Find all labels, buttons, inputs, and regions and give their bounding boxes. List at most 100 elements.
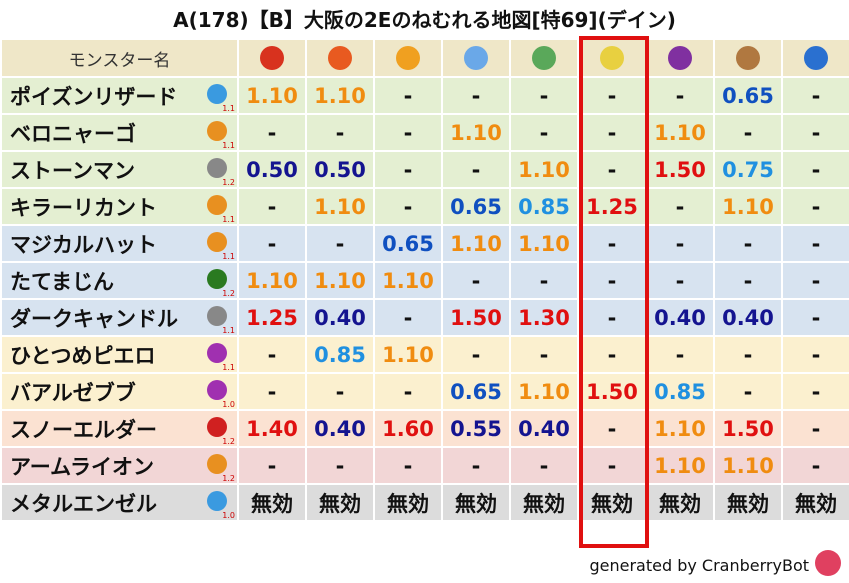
monster-name: ダークキャンドル 1.1	[0, 298, 239, 337]
scale-label: 1.2	[222, 474, 235, 483]
monster-name: バアルゼブブ 1.0	[0, 372, 239, 411]
header-row: モンスター名	[0, 38, 849, 78]
resist-cell: 1.10	[237, 76, 307, 115]
resist-cell: 0.40	[305, 409, 375, 448]
element-header	[645, 38, 715, 78]
resist-cell: -	[645, 335, 715, 374]
monster-name: メタルエンゼル 1.0	[0, 483, 239, 522]
resist-cell: -	[509, 446, 579, 485]
name-text: ストーンマン	[10, 158, 135, 183]
resist-cell: -	[373, 150, 443, 189]
element-header	[441, 38, 511, 78]
resist-cell: -	[781, 76, 849, 115]
row: メタルエンゼル 1.0 無効 無効 無効 無効 無効 無効 無効 無効 無効	[0, 483, 849, 522]
resist-cell: 1.25	[577, 187, 647, 226]
monster-icon	[207, 454, 227, 474]
scale-label: 1.1	[222, 363, 235, 372]
resist-cell: 0.50	[237, 150, 307, 189]
resist-cell: 1.60	[373, 409, 443, 448]
resist-cell: -	[373, 113, 443, 152]
resist-cell: 0.85	[645, 372, 715, 411]
resist-cell: 無効	[509, 483, 579, 522]
resist-cell: -	[441, 335, 511, 374]
scale-label: 1.1	[222, 252, 235, 261]
name-text: ダークキャンドル	[10, 306, 178, 331]
scale-label: 1.0	[222, 511, 235, 520]
resist-cell: 1.10	[441, 224, 511, 263]
name-text: マジカルハット	[10, 232, 157, 257]
row: たてまじん 1.2 1.10 1.10 1.10- - - - - -	[0, 261, 849, 300]
monster-name: ストーンマン 1.2	[0, 150, 239, 189]
resist-cell: 0.40	[305, 298, 375, 337]
table: モンスター名 ポイズンリザード 1.1 1.10 1.10- - - - -0.65- ベロニャ…	[0, 38, 849, 522]
resist-cell: -	[713, 113, 783, 152]
resist-cell: 1.30	[509, 298, 579, 337]
resist-cell: 1.10	[509, 372, 579, 411]
monster-icon	[207, 195, 227, 215]
resist-cell: -	[305, 372, 375, 411]
row: ストーンマン 1.2 0.50 0.50- -1.10-1.50 0.75-	[0, 150, 849, 189]
monster-icon	[207, 84, 227, 104]
resist-cell: -	[577, 446, 647, 485]
row: キラーリカント 1.1-1.10-0.65 0.85 1.25-1.10-	[0, 187, 849, 226]
resist-cell: 0.40	[509, 409, 579, 448]
element-header	[237, 38, 307, 78]
resist-cell: -	[577, 335, 647, 374]
name-text: スノーエルダー	[10, 417, 157, 442]
resist-cell: 1.10	[509, 224, 579, 263]
row: バアルゼブブ 1.0- - -0.65 1.10 1.50 0.85- -	[0, 372, 849, 411]
resist-cell: -	[577, 76, 647, 115]
monster-name: ベロニャーゴ 1.1	[0, 113, 239, 152]
scale-label: 1.1	[222, 104, 235, 113]
element-header	[781, 38, 849, 78]
header-label: モンスター名	[0, 38, 239, 78]
resist-cell: 0.65	[441, 187, 511, 226]
monster-name: たてまじん 1.2	[0, 261, 239, 300]
resist-cell: -	[781, 409, 849, 448]
resist-cell: 1.10	[305, 76, 375, 115]
scale-label: 1.1	[222, 326, 235, 335]
resist-cell: 1.50	[441, 298, 511, 337]
resist-cell: -	[373, 446, 443, 485]
resist-cell: -	[237, 372, 307, 411]
resist-cell: 1.10	[373, 335, 443, 374]
resist-cell: -	[509, 76, 579, 115]
element-icon	[804, 46, 828, 70]
resist-cell: -	[713, 335, 783, 374]
row: ひとつめピエロ 1.1-0.85 1.10- - - - - -	[0, 335, 849, 374]
scale-label: 1.2	[222, 178, 235, 187]
resist-cell: -	[781, 298, 849, 337]
element-header	[373, 38, 443, 78]
element-icon	[736, 46, 760, 70]
resist-cell: 0.50	[305, 150, 375, 189]
monster-name: ひとつめピエロ 1.1	[0, 335, 239, 374]
monster-name: ポイズンリザード 1.1	[0, 76, 239, 115]
scale-label: 1.0	[222, 400, 235, 409]
element-icon	[600, 46, 624, 70]
resist-cell: 0.85	[509, 187, 579, 226]
resist-cell: -	[373, 298, 443, 337]
monster-icon	[207, 380, 227, 400]
resist-cell: -	[237, 446, 307, 485]
monster-icon	[207, 491, 227, 511]
resist-cell: -	[441, 261, 511, 300]
monster-icon	[207, 232, 227, 252]
resist-cell: -	[237, 335, 307, 374]
resist-cell: 無効	[441, 483, 511, 522]
scale-label: 1.2	[222, 437, 235, 446]
resist-cell: 0.65	[441, 372, 511, 411]
scale-label: 1.1	[222, 215, 235, 224]
name-text: アームライオン	[10, 454, 155, 479]
row: スノーエルダー 1.2 1.40 0.40 1.60 0.55 0.40-1.10 1.50-	[0, 409, 849, 448]
resist-cell: -	[441, 150, 511, 189]
element-icon	[532, 46, 556, 70]
monster-icon	[207, 121, 227, 141]
name-text: ベロニャーゴ	[10, 121, 136, 146]
resist-cell: -	[645, 224, 715, 263]
element-header	[509, 38, 579, 78]
element-icon	[396, 46, 420, 70]
row: ポイズンリザード 1.1 1.10 1.10- - - - -0.65-	[0, 76, 849, 115]
resist-cell: -	[645, 187, 715, 226]
resist-cell: 1.10	[645, 446, 715, 485]
